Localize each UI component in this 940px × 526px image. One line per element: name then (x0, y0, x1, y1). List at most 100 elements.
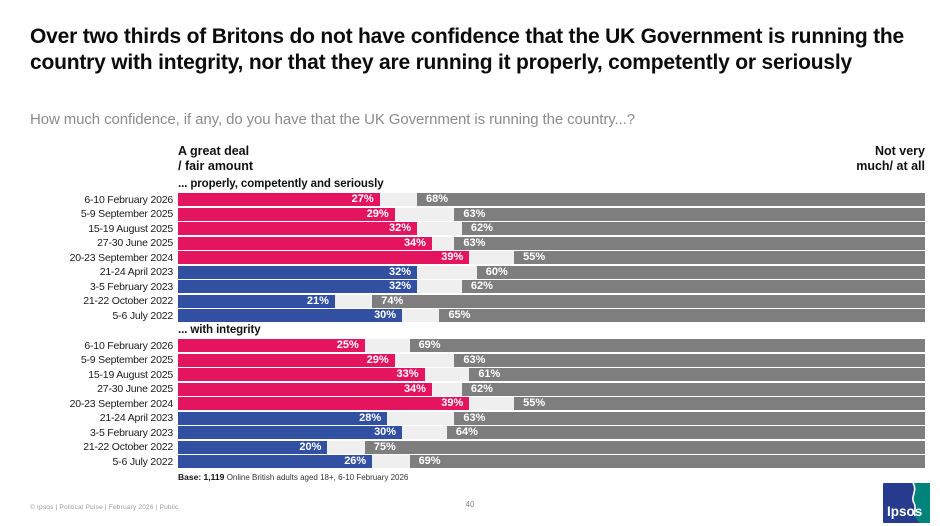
bar-not-confident-value: 63% (463, 353, 486, 366)
bar-not-confident-value: 75% (373, 440, 396, 453)
bar-gap-segment (402, 309, 440, 322)
bar-not-confident-segment: 75% (364, 440, 925, 454)
bar-gap-segment (469, 397, 515, 410)
stacked-bar: 26% 69% (178, 455, 925, 468)
column-header-negative-line2: much/ at all (856, 159, 925, 173)
bar-confident-value: 33% (396, 368, 419, 380)
stacked-bar: 25% 69% (178, 339, 925, 352)
chart-row: 21-24 April 2023 32% 60% (30, 265, 925, 279)
bar-not-confident-value: 68% (426, 193, 449, 205)
bar-gap-segment (431, 236, 455, 250)
row-date-label: 21-22 October 2022 (83, 441, 173, 453)
bar-confident-segment: 32% (178, 280, 418, 293)
bar-confident-value: 32% (389, 265, 412, 278)
chart-row: 21-22 October 2022 20% 75% (30, 440, 925, 454)
page-title: Over two thirds of Britons do not have c… (30, 25, 904, 74)
bar-not-confident-segment: 63% (454, 353, 925, 367)
bar-confident-value: 25% (336, 339, 359, 351)
bar-gap-segment (417, 265, 477, 279)
chart-row: 15-19 August 2025 32% 62% (30, 222, 925, 235)
row-date-label: 3-5 February 2023 (90, 280, 173, 293)
chart-row: 21-22 October 2022 21% 74% (30, 294, 925, 308)
row-date-label: 15-19 August 2025 (88, 222, 173, 235)
bar-not-confident-segment: 68% (417, 193, 925, 206)
bar-confident-value: 30% (374, 309, 397, 321)
bar-confident-segment: 28% (178, 411, 388, 425)
row-date-label: 15-19 August 2025 (88, 368, 173, 381)
bar-confident-value: 29% (366, 353, 389, 366)
bar-not-confident-segment: 63% (454, 411, 925, 425)
bar-confident-value: 29% (366, 207, 389, 220)
bar-not-confident-segment: 64% (446, 426, 925, 439)
chart-row: 5-9 September 2025 29% 63% (30, 207, 925, 221)
bar-gap-segment (402, 426, 447, 439)
chart-row: 6-10 February 2026 27% 68% (30, 193, 925, 206)
ipsos-logo: Ipsos (883, 483, 930, 523)
bar-not-confident-value: 69% (418, 455, 441, 467)
stacked-bar: 20% 75% (178, 440, 925, 454)
row-date-label: 5-9 September 2025 (80, 354, 173, 366)
confidence-chart: A great deal / fair amount Not very much… (30, 144, 925, 482)
bar-not-confident-value: 61% (478, 368, 501, 380)
bar-confident-segment: 25% (178, 339, 365, 352)
row-date-label: 3-5 February 2023 (90, 426, 173, 439)
bar-not-confident-segment: 69% (409, 455, 925, 468)
chart-row: 27-30 June 2025 34% 63% (30, 236, 925, 250)
bar-not-confident-value: 62% (470, 222, 493, 234)
chart-section: ... with integrity 6-10 February 2026 25… (30, 324, 925, 468)
bar-not-confident-segment: 61% (469, 368, 925, 381)
bar-confident-value: 39% (441, 397, 464, 409)
row-date-label: 20-23 September 2024 (69, 397, 174, 410)
column-header-positive: A great deal / fair amount (178, 144, 253, 174)
bar-confident-value: 34% (403, 236, 426, 249)
stacked-bar: 21% 74% (178, 294, 925, 308)
stacked-bar: 29% 63% (178, 207, 925, 221)
stacked-bar: 34% 62% (178, 382, 925, 396)
stacked-bar: 29% 63% (178, 353, 925, 367)
row-date-label: 21-24 April 2023 (99, 266, 173, 278)
chart-row: 6-10 February 2026 25% 69% (30, 339, 925, 352)
bar-not-confident-value: 63% (463, 236, 486, 249)
bar-gap-segment (394, 353, 455, 367)
chart-row: 3-5 February 2023 30% 64% (30, 426, 925, 439)
ipsos-logo-wordmark: Ipsos (887, 504, 922, 519)
bar-confident-segment: 29% (178, 353, 395, 367)
bar-gap-segment (387, 411, 455, 425)
ipsos-logo-profile-icon (912, 483, 916, 517)
bar-not-confident-value: 63% (463, 411, 486, 424)
bar-gap-segment (364, 339, 410, 352)
bar-not-confident-value: 69% (418, 339, 441, 351)
bar-not-confident-segment: 62% (461, 280, 925, 293)
stacked-bar: 30% 65% (178, 309, 925, 322)
stacked-bar: 33% 61% (178, 368, 925, 381)
section-rows: 6-10 February 2026 27% 68% 5-9 September… (30, 193, 925, 322)
base-note-bold: Base: 1,119 (178, 472, 225, 482)
bar-not-confident-value: 63% (463, 207, 486, 220)
bar-not-confident-segment: 69% (409, 339, 925, 352)
bar-not-confident-segment: 55% (514, 397, 925, 410)
page-number: 40 (465, 500, 475, 509)
bar-not-confident-segment: 55% (514, 251, 925, 264)
column-header-negative: Not very much/ at all (856, 144, 925, 174)
bar-not-confident-value: 64% (455, 426, 478, 438)
stacked-bar: 30% 64% (178, 426, 925, 439)
bar-gap-segment (394, 207, 455, 221)
bar-confident-value: 21% (306, 294, 329, 307)
row-date-label: 21-24 April 2023 (99, 412, 173, 424)
chart-row: 27-30 June 2025 34% 62% (30, 382, 925, 396)
bar-gap-segment (469, 251, 515, 264)
row-date-label: 20-23 September 2024 (69, 251, 174, 264)
section-label: ... with integrity (178, 324, 261, 336)
chart-row: 21-24 April 2023 28% 63% (30, 411, 925, 425)
bar-not-confident-segment: 74% (372, 294, 925, 308)
chart-row: 20-23 September 2024 39% 55% (30, 397, 925, 410)
chart-row: 5-6 July 2022 30% 65% (30, 309, 925, 322)
stacked-bar: 32% 62% (178, 222, 925, 235)
stacked-bar: 32% 62% (178, 280, 925, 293)
stacked-bar: 39% 55% (178, 397, 925, 410)
bar-not-confident-segment: 62% (461, 222, 925, 235)
stacked-bar: 39% 55% (178, 251, 925, 264)
column-header-positive-line2: / fair amount (178, 159, 254, 173)
bar-confident-value: 30% (374, 426, 397, 438)
bar-confident-value: 26% (344, 455, 367, 467)
